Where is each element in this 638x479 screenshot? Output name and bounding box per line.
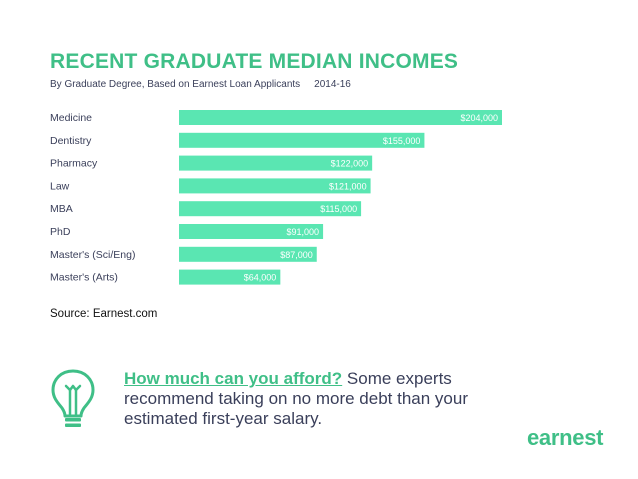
- category-label: Master's (Arts): [50, 272, 118, 284]
- earnest-logo: earnest: [527, 425, 604, 450]
- bar: [179, 269, 281, 285]
- bar-value-label: $122,000: [331, 159, 369, 169]
- bar: [179, 155, 373, 171]
- category-label: Law: [50, 180, 70, 192]
- bar: [179, 132, 425, 148]
- category-label: Master's (Sci/Eng): [50, 249, 135, 261]
- cta-body: Some experts recommend taking on no more…: [124, 369, 468, 428]
- subtitle-period: 2014-16: [314, 79, 351, 90]
- bar-value-label: $64,000: [244, 273, 277, 283]
- chart-subtitle: By Graduate Degree, Based on Earnest Loa…: [50, 79, 351, 90]
- subtitle-text: By Graduate Degree, Based on Earnest Loa…: [50, 79, 301, 90]
- bar-chart: Medicine $204,000 Dentistry $155,000 Pharmac…: [50, 110, 502, 285]
- bar-value-label: $87,000: [280, 250, 313, 260]
- bar-value-label: $204,000: [460, 113, 498, 123]
- bar: [179, 224, 324, 239]
- bar-value-label: $91,000: [287, 227, 320, 237]
- bar: [179, 178, 371, 194]
- chart-title: RECENT GRADUATE MEDIAN INCOMES: [50, 50, 459, 73]
- category-label: PhD: [50, 226, 71, 238]
- bar: [179, 201, 362, 217]
- category-label: Dentistry: [50, 135, 92, 147]
- source-note: Source: Earnest.com: [50, 308, 158, 320]
- category-label: MBA: [50, 203, 73, 215]
- lightbulb-icon: [51, 369, 95, 427]
- afford-link[interactable]: How much can you afford?: [124, 369, 343, 388]
- category-label: Pharmacy: [50, 158, 98, 170]
- bar: [179, 110, 502, 125]
- category-label: Medicine: [50, 112, 92, 124]
- cta-text: How much can you afford? Some experts re…: [124, 369, 504, 429]
- bar-value-label: $155,000: [383, 136, 421, 146]
- bar-value-label: $121,000: [329, 181, 367, 191]
- bar: [179, 246, 317, 262]
- bar-value-label: $115,000: [320, 204, 357, 214]
